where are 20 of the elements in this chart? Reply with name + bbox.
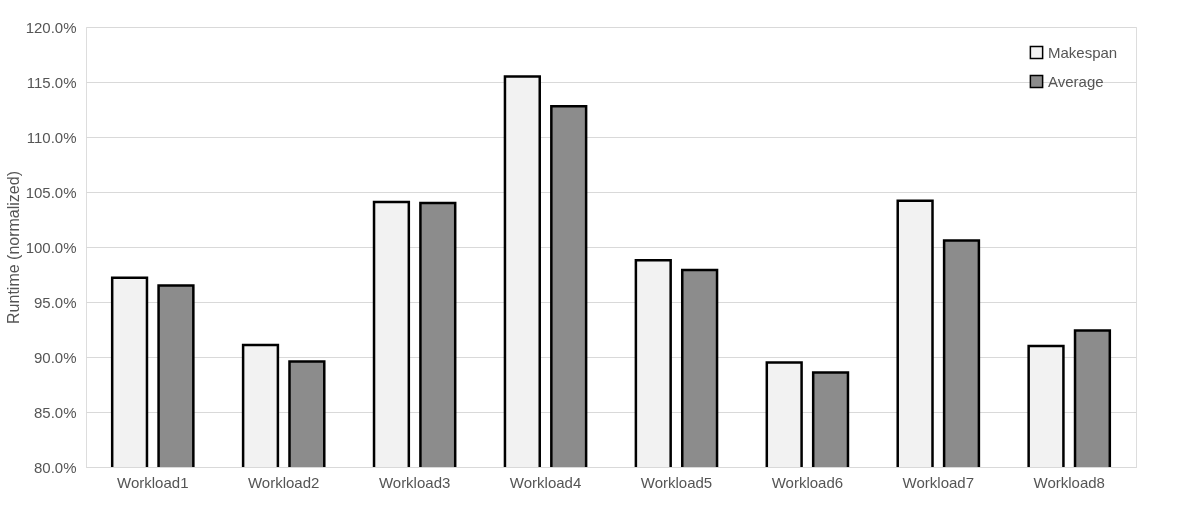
y-tick-label: 85.0% [33, 403, 77, 421]
x-tick-label: Workload8 [1033, 473, 1105, 491]
y-axis-title: Runtime (normalized) [4, 171, 22, 324]
legend-label: Average [1048, 72, 1104, 90]
y-tick-label: 105.0% [25, 183, 77, 201]
y-tick-label: 120.0% [25, 18, 77, 36]
y-tick-label: 110.0% [26, 128, 77, 146]
y-tick-label: 115.0% [26, 73, 77, 91]
y-tick-label: 90.0% [33, 348, 77, 366]
x-tick-label: Workload4 [509, 473, 582, 491]
x-tick-label: Workload6 [771, 473, 844, 491]
y-tick-label: 80.0% [33, 458, 77, 476]
x-tick-label: Workload5 [640, 473, 713, 491]
x-tick-label: Workload3 [378, 473, 451, 491]
x-tick-label: Workload7 [902, 473, 975, 491]
y-tick-label: 100.0% [25, 238, 77, 256]
legend-label: Makespan [1048, 43, 1118, 61]
x-tick-label: Workload2 [247, 473, 320, 491]
y-tick-label: 95.0% [33, 293, 77, 311]
x-tick-label: Workload1 [117, 473, 189, 491]
